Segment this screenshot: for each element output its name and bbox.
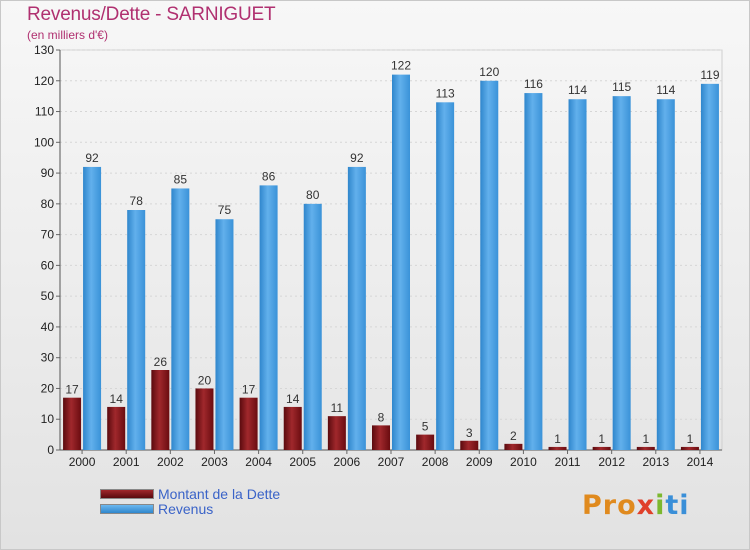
data-label-revenue: 85 bbox=[174, 172, 188, 186]
bar-revenue bbox=[700, 83, 719, 450]
bar-revenue bbox=[656, 99, 675, 450]
bar-debt bbox=[504, 443, 523, 450]
data-label-revenue: 116 bbox=[524, 77, 543, 91]
data-label-debt: 2 bbox=[510, 429, 517, 443]
x-tick-label: 2013 bbox=[642, 455, 669, 469]
bar-debt bbox=[460, 440, 479, 450]
data-label-revenue: 92 bbox=[85, 151, 99, 165]
y-tick-label: 50 bbox=[41, 289, 55, 303]
bar-debt bbox=[592, 446, 611, 450]
x-tick-label: 2012 bbox=[598, 455, 625, 469]
bar-revenue bbox=[347, 166, 366, 450]
x-tick-label: 2002 bbox=[157, 455, 184, 469]
x-tick-label: 2010 bbox=[510, 455, 537, 469]
y-tick-label: 110 bbox=[35, 105, 54, 119]
bar-debt bbox=[283, 406, 302, 450]
data-label-revenue: 120 bbox=[479, 65, 499, 79]
legend-item-revenue: Revenus bbox=[100, 501, 214, 517]
data-label-debt: 17 bbox=[65, 383, 79, 397]
y-tick-label: 20 bbox=[41, 381, 55, 395]
bar-debt bbox=[63, 397, 82, 450]
bar-revenue bbox=[436, 102, 455, 451]
bar-debt bbox=[107, 406, 126, 450]
x-tick-label: 2007 bbox=[378, 455, 405, 469]
legend-label-revenue: Revenus bbox=[158, 501, 214, 517]
data-label-debt: 20 bbox=[198, 373, 212, 387]
data-label-revenue: 78 bbox=[130, 194, 144, 208]
x-tick-label: 2001 bbox=[113, 455, 140, 469]
y-tick-label: 40 bbox=[41, 320, 55, 334]
bar-debt bbox=[195, 388, 214, 450]
data-label-debt: 17 bbox=[242, 383, 256, 397]
legend-swatch-revenue bbox=[100, 504, 154, 514]
legend-item-debt: Montant de la Dette bbox=[100, 486, 281, 502]
bar-debt bbox=[680, 446, 699, 450]
x-tick-label: 2005 bbox=[289, 455, 316, 469]
legend-swatch-debt bbox=[100, 489, 154, 499]
bar-revenue bbox=[215, 219, 234, 450]
data-label-debt: 1 bbox=[687, 432, 694, 446]
bar-revenue bbox=[259, 185, 278, 450]
y-tick-label: 60 bbox=[41, 258, 55, 272]
data-label-debt: 5 bbox=[422, 420, 429, 434]
bar-debt bbox=[151, 370, 170, 450]
data-label-debt: 8 bbox=[378, 410, 385, 424]
data-label-revenue: 122 bbox=[391, 59, 411, 73]
x-tick-label: 2004 bbox=[245, 455, 272, 469]
y-tick-label: 130 bbox=[34, 43, 54, 57]
bar-debt bbox=[548, 446, 567, 450]
data-label-debt: 3 bbox=[466, 426, 473, 440]
y-tick-label: 10 bbox=[41, 412, 55, 426]
data-label-debt: 1 bbox=[642, 432, 649, 446]
bar-revenue bbox=[127, 210, 146, 450]
data-label-revenue: 113 bbox=[436, 86, 455, 100]
bar-revenue bbox=[480, 80, 499, 451]
data-label-debt: 14 bbox=[286, 392, 300, 406]
data-label-revenue: 86 bbox=[262, 169, 276, 183]
data-label-debt: 1 bbox=[598, 432, 605, 446]
x-tick-label: 2008 bbox=[422, 455, 449, 469]
chart-subtitle: (en milliers d'€) bbox=[27, 28, 108, 42]
data-label-debt: 11 bbox=[331, 401, 344, 415]
data-label-debt: 1 bbox=[554, 432, 561, 446]
x-tick-label: 2014 bbox=[687, 455, 714, 469]
x-tick-label: 2011 bbox=[555, 455, 581, 469]
data-label-revenue: 114 bbox=[568, 83, 587, 97]
x-tick-label: 2000 bbox=[69, 455, 96, 469]
bar-revenue bbox=[392, 74, 410, 450]
chart-title: Revenus/Dette - SARNIGUET bbox=[27, 4, 276, 25]
bar-debt bbox=[327, 416, 346, 450]
bar-revenue bbox=[612, 96, 631, 451]
data-label-revenue: 75 bbox=[218, 203, 232, 217]
bar-revenue bbox=[568, 99, 587, 450]
data-label-revenue: 119 bbox=[700, 68, 719, 82]
y-tick-label: 100 bbox=[34, 135, 54, 149]
data-label-revenue: 92 bbox=[350, 151, 364, 165]
y-tick-label: 30 bbox=[41, 351, 55, 365]
y-tick-label: 80 bbox=[41, 197, 55, 211]
bar-revenue bbox=[171, 188, 190, 450]
data-label-debt: 26 bbox=[154, 355, 168, 369]
y-tick-label: 90 bbox=[41, 166, 55, 180]
y-tick-label: 70 bbox=[41, 228, 55, 242]
bar-debt bbox=[239, 397, 258, 450]
data-label-revenue: 80 bbox=[306, 188, 320, 202]
y-tick-label: 0 bbox=[47, 443, 54, 457]
proxiti-logo: Proxiti bbox=[582, 490, 690, 521]
bar-revenue bbox=[83, 166, 102, 450]
data-label-debt: 14 bbox=[110, 392, 124, 406]
y-tick-label: 120 bbox=[34, 74, 54, 88]
bar-debt bbox=[372, 425, 390, 450]
x-tick-label: 2006 bbox=[334, 455, 361, 469]
data-label-revenue: 114 bbox=[656, 83, 675, 97]
bar-debt bbox=[416, 434, 435, 450]
data-label-revenue: 115 bbox=[612, 80, 631, 94]
x-tick-label: 2003 bbox=[201, 455, 228, 469]
legend-label-debt: Montant de la Dette bbox=[158, 486, 281, 502]
bar-revenue bbox=[303, 203, 322, 450]
x-tick-label: 2009 bbox=[466, 455, 493, 469]
bar-revenue bbox=[524, 93, 543, 451]
bar-debt bbox=[636, 446, 655, 450]
